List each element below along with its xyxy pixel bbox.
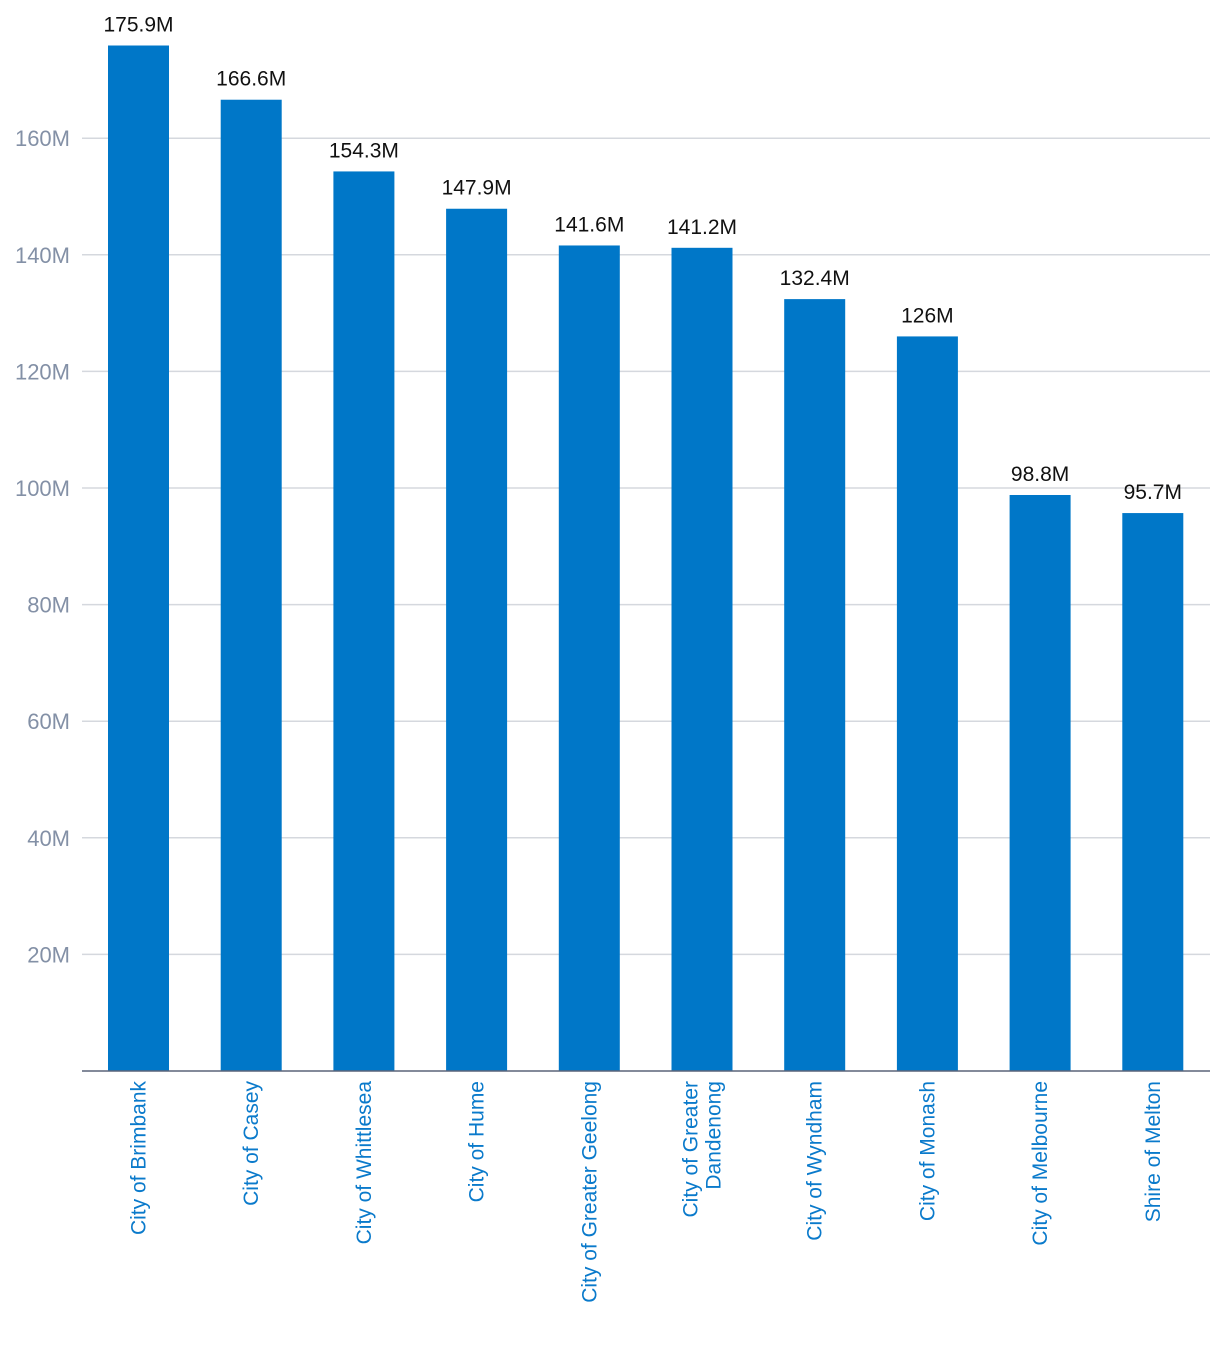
x-tick-label-line: City of Brimbank: [128, 1081, 151, 1236]
bar: [220, 99, 282, 1072]
x-tick-label: City of Monash: [916, 1081, 939, 1221]
y-tick-label: 60M: [27, 709, 70, 734]
x-axis-labels: City of Brimbank City of Casey City of Whi…: [128, 1081, 1165, 1303]
x-tick-label-line: City of Whittlesea: [353, 1081, 376, 1245]
bar: [671, 247, 733, 1071]
x-tick-label-line: Shire of Melton: [1142, 1081, 1165, 1222]
x-tick-label: Shire of Melton: [1142, 1081, 1165, 1222]
y-tick-label: 140M: [15, 243, 70, 268]
data-label: 147.9M: [442, 177, 512, 200]
bar: [784, 299, 846, 1071]
bars: [108, 45, 1184, 1072]
data-label: 141.2M: [667, 216, 737, 239]
y-tick-label: 100M: [15, 476, 70, 501]
bar: [446, 208, 508, 1072]
x-tick-label-line: City of Greater Geelong: [578, 1081, 601, 1303]
data-label: 141.6M: [554, 213, 624, 236]
data-label: 98.8M: [1011, 463, 1069, 486]
y-tick-label: 160M: [15, 126, 70, 151]
x-tick-label: City of Greater Dandenong: [680, 1081, 726, 1218]
x-tick-label-line: City of Greater: [680, 1081, 703, 1218]
x-tick-label-line: City of Casey: [240, 1081, 263, 1206]
data-label: 154.3M: [329, 139, 399, 162]
x-tick-label: City of Wyndham: [804, 1081, 827, 1241]
y-tick-label: 80M: [27, 593, 70, 618]
data-label: 166.6M: [216, 68, 286, 91]
x-tick-label: City of Whittlesea: [353, 1081, 376, 1245]
x-tick-label-line: City of Monash: [916, 1081, 939, 1221]
bar: [896, 336, 958, 1071]
y-tick-label: 120M: [15, 359, 70, 384]
x-tick-label-line: City of Melbourne: [1029, 1081, 1052, 1246]
bar: [558, 245, 620, 1072]
data-label: 95.7M: [1124, 481, 1182, 504]
bar: [108, 45, 169, 1071]
x-tick-label-line: City of Hume: [466, 1081, 489, 1202]
x-tick-label: City of Melbourne: [1029, 1081, 1052, 1246]
data-label: 175.9M: [103, 14, 173, 37]
bar: [1009, 494, 1071, 1072]
x-tick-label: City of Brimbank: [128, 1081, 151, 1236]
y-axis-ticks: 20M 40M 60M 80M 100M 120M 140M 160M: [15, 126, 70, 967]
data-label: 132.4M: [780, 267, 850, 290]
x-tick-label: City of Casey: [240, 1081, 263, 1206]
y-tick-label: 40M: [27, 826, 70, 851]
x-tick-label: City of Hume: [466, 1081, 489, 1202]
data-labels: 175.9M 166.6M 154.3M 147.9M 141.6M 141.2M 132.…: [103, 14, 1182, 505]
x-tick-label: City of Greater Geelong: [578, 1081, 601, 1303]
x-tick-label-line: Dandenong: [703, 1081, 726, 1190]
data-label: 126M: [901, 304, 954, 327]
y-tick-label: 20M: [27, 942, 70, 967]
x-tick-label-line: City of Wyndham: [804, 1081, 827, 1241]
bar: [1122, 513, 1184, 1071]
bar: [333, 171, 395, 1071]
